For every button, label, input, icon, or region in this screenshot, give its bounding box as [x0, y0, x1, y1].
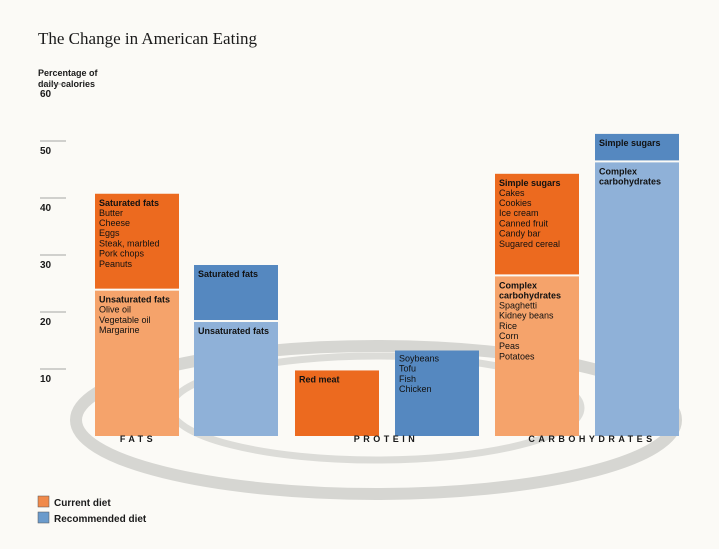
segment-item-eggs: Eggs: [99, 228, 120, 238]
bar-fats-current-diet-saturated-fats: [95, 193, 179, 289]
segment-name-complex-carbohydrates-line-2: carbohydrates: [599, 176, 661, 186]
group-label-carbohydrates: CARBOHYDRATES: [528, 434, 655, 444]
segment-item-butter: Butter: [99, 208, 123, 218]
y-tick-label-10: 10: [40, 374, 52, 385]
segment-item-vegetable-oil: Vegetable oil: [99, 315, 151, 325]
legend-label-recommended: Recommended diet: [54, 514, 147, 525]
segment-name-saturated-fats: Saturated fats: [198, 269, 258, 279]
legend-swatch-recommended: [37, 511, 50, 524]
segment-item-olive-oil: Olive oil: [99, 305, 131, 315]
segment-item-spaghetti: Spaghetti: [499, 300, 537, 310]
bar-protein-recommended-diet-segment: [395, 350, 479, 436]
segment-item-margarine: Margarine: [99, 325, 140, 335]
segment-item-cheese: Cheese: [99, 218, 130, 228]
y-tick-label-50: 50: [40, 146, 52, 157]
segment-item-cakes: Cakes: [499, 188, 525, 198]
segment-item-corn: Corn: [499, 331, 519, 341]
segment-item-sugared-cereal: Sugared cereal: [499, 239, 560, 249]
segment-item-pork-chops: Pork chops: [99, 249, 145, 259]
y-tick-label-40: 40: [40, 203, 52, 214]
bar-fats-recommended-diet-saturated-fats: [194, 265, 278, 320]
bar-carbohydrates-recommended-diet-simple-sugars: [595, 133, 679, 161]
segment-item-peanuts: Peanuts: [99, 259, 133, 269]
segment-item-ice-cream: Ice cream: [499, 208, 539, 218]
y-axis: 10 20 30 40 50 60: [40, 83, 66, 385]
segment-name-simple-sugars: Simple sugars: [599, 138, 661, 148]
group-label-protein: PROTEIN: [354, 434, 419, 444]
y-tick-label-20: 20: [40, 317, 52, 328]
legend: Current diet Recommended diet: [37, 495, 147, 525]
y-axis-title-line-2: daily calories: [38, 79, 95, 89]
segment-item-canned-fruit: Canned fruit: [499, 218, 549, 228]
segment-name-red-meat: Red meat: [299, 374, 340, 384]
legend-swatch-current: [37, 495, 50, 508]
group-label-fats: FATS: [120, 434, 156, 444]
chart-title: The Change in American Eating: [38, 29, 258, 48]
group-labels: FATS PROTEIN CARBOHYDRATES: [120, 434, 655, 444]
segment-name-complex-carbohydrates-line-2: carbohydrates: [499, 290, 561, 300]
segment-item-cookies: Cookies: [499, 198, 532, 208]
segment-item-chicken: Chicken: [399, 384, 432, 394]
segment-name-complex-carbohydrates-line-1: Complex: [499, 280, 537, 290]
segment-item-kidney-beans: Kidney beans: [499, 311, 554, 321]
segment-item-steak-marbled: Steak, marbled: [99, 238, 160, 248]
segment-item-candy-bar: Candy bar: [499, 229, 541, 239]
bar-fats-recommended-diet-unsaturated-fats: [194, 322, 278, 436]
bar-fats-current-diet-unsaturated-fats: [95, 290, 179, 436]
bar-protein-current-diet-red-meat: [295, 370, 379, 436]
segment-item-peas: Peas: [499, 341, 520, 351]
segment-name-unsaturated-fats: Unsaturated fats: [198, 326, 269, 336]
bar-carbohydrates-current-diet-simple-sugars: [495, 173, 579, 275]
y-axis-title-line-1: Percentage of: [38, 68, 99, 78]
segment-name-saturated-fats: Saturated fats: [99, 198, 159, 208]
segment-item-tofu: Tofu: [399, 364, 416, 374]
segment-name-complex-carbohydrates-line-1: Complex: [599, 166, 637, 176]
y-tick-label-30: 30: [40, 260, 52, 271]
segment-name-unsaturated-fats: Unsaturated fats: [99, 295, 170, 305]
bar-carbohydrates-current-diet-complex-carbohydrates: [495, 276, 579, 436]
segment-item-rice: Rice: [499, 321, 517, 331]
y-tick-label-60: 60: [40, 89, 52, 100]
bar-carbohydrates-recommended-diet-complex-carbohydrates: [595, 162, 679, 436]
legend-label-current: Current diet: [54, 498, 111, 509]
segment-name-simple-sugars: Simple sugars: [499, 178, 561, 188]
segment-item-soybeans: Soybeans: [399, 354, 440, 364]
segment-item-potatoes: Potatoes: [499, 351, 535, 361]
segment-item-fish: Fish: [399, 374, 416, 384]
